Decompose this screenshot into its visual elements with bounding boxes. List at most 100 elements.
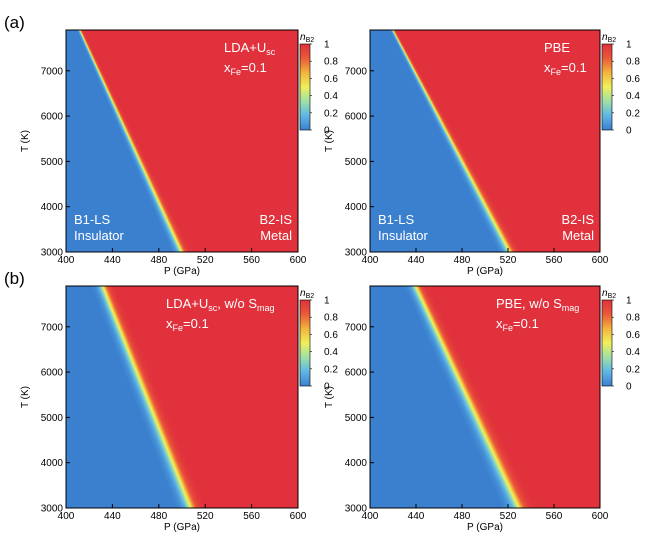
method-label-sub-a-left: sc: [266, 47, 276, 57]
x-axis-label-b-left: P (GPa): [164, 522, 200, 533]
composition-tail-a-left: =0.1: [241, 60, 267, 75]
method-label-b-left: LDA+Usc, w/o Smag: [166, 296, 275, 313]
y-tick-label-b-right: 4000: [345, 458, 368, 469]
colorbar-title-main-b-right: n: [602, 288, 608, 299]
x-tick-label-b-right: 600: [592, 511, 609, 522]
colorbar-tick-label-b-left: 0.2: [324, 364, 338, 375]
phase-right-line1-a-left: B2-IS: [259, 212, 292, 227]
colorbar-title-sub-b-right: B2: [608, 293, 617, 300]
panel-b-left: 400 440 480 520 560 600 3000 4000 5000 6000 7000 P …: [20, 285, 338, 533]
colorbar-tick-label-b-right: 0.2: [626, 364, 640, 375]
colorbar-tick-label-a-left: 0.6: [324, 74, 338, 85]
method-label-main-b-left: LDA+U: [166, 296, 208, 311]
panel-a-left: 400 440 480 520 560 600 3000 4000 5000 6000 7000 P …: [20, 29, 338, 277]
boundary-bands-a-right: [370, 30, 522, 252]
composition-sub-b-right: Fe: [503, 323, 514, 333]
y-tick-label-a-left: 3000: [41, 248, 64, 259]
y-tick-label-a-right: 7000: [345, 66, 368, 77]
y-tick-label-a-left: 4000: [41, 202, 64, 213]
colorbar-tick-label-b-left: 1: [324, 296, 330, 307]
plot-frame-a-right: [369, 29, 601, 253]
method-label-tail-b-left: , w/o S: [217, 296, 257, 311]
composition-label-b-left: xFe=0.1: [166, 316, 209, 333]
composition-label-b-right: xFe=0.1: [496, 316, 539, 333]
x-tick-label-b-right: 480: [454, 511, 471, 522]
colorbar-tick-label-a-left: 0.8: [324, 57, 338, 68]
x-tick-label-b-right: 400: [362, 511, 379, 522]
colorbar-title-b-left: nB2: [300, 288, 314, 300]
x-tick-label-b-left: 560: [243, 511, 260, 522]
composition-main-b-left: x: [166, 316, 173, 331]
composition-label-a-left: xFe=0.1: [224, 60, 267, 77]
method-label-a-left: LDA+Usc: [224, 40, 276, 57]
colorbar-title-sub-a-left: B2: [306, 37, 315, 44]
composition-sub-a-left: Fe: [231, 67, 242, 77]
colorbar-title-main-a-right: n: [602, 32, 608, 43]
colorbar-tick-label-a-left: 0.2: [324, 108, 338, 119]
colorbar-tick-label-b-left: 0.8: [324, 313, 338, 324]
y-tick-label-b-right: 5000: [345, 413, 368, 424]
row-tag-a: (a): [4, 13, 25, 32]
x-tick-label-b-left: 400: [58, 511, 75, 522]
boundary-bands-b-left: [66, 286, 206, 508]
y-tick-label-a-right: 3000: [345, 248, 368, 259]
colorbar-tick-label-a-right: 0.2: [626, 108, 640, 119]
colorbar-title-sub-a-right: B2: [608, 37, 617, 44]
x-tick-label-a-right: 560: [546, 255, 563, 266]
y-tick-label-b-right: 6000: [345, 368, 368, 379]
colorbar-title-sub-b-left: B2: [306, 293, 315, 300]
composition-sub-b-left: Fe: [173, 323, 184, 333]
y-tick-label-b-left: 6000: [41, 368, 64, 379]
y-tick-label-a-right: 6000: [345, 112, 368, 123]
panel-a-right: 400 440 480 520 560 600 3000 4000 5000 6000 7000 P …: [324, 29, 640, 277]
x-axis-label-a-right: P (GPa): [467, 266, 503, 277]
x-axis-label-a-left: P (GPa): [164, 266, 200, 277]
method-label-a-right: PBE: [544, 40, 570, 55]
phase-right-line2-a-left: Metal: [260, 228, 292, 243]
phase-right-line1-a-right: B2-IS: [561, 212, 594, 227]
colorbar-tick-label-a-left: 1: [324, 40, 330, 51]
x-axis-label-b-right: P (GPa): [467, 522, 503, 533]
row-tag-b: (b): [4, 269, 25, 288]
colorbar-b-right: [601, 299, 613, 387]
composition-tail-b-left: =0.1: [183, 316, 209, 331]
colorbar-tick-label-b-left: 0.4: [324, 347, 338, 358]
x-tick-label-a-left: 440: [104, 255, 121, 266]
y-tick-label-b-left: 5000: [41, 413, 64, 424]
y-tick-label-a-right: 5000: [345, 157, 368, 168]
x-tick-label-a-right: 440: [408, 255, 425, 266]
x-tick-label-b-left: 600: [290, 511, 307, 522]
method-label-main-b-right: PBE, w/o S: [496, 296, 562, 311]
y-axis-label-a-right: T (K): [324, 130, 335, 152]
composition-main-b-right: x: [496, 316, 503, 331]
phase-left-line2-a-right: Insulator: [378, 228, 429, 243]
y-tick-label-a-right: 4000: [345, 202, 368, 213]
method-label-sub-b-right: mag: [562, 303, 580, 313]
y-tick-label-b-left: 7000: [41, 322, 64, 333]
colorbar-title-a-right: nB2: [602, 32, 616, 44]
colorbar-tick-label-b-right: 0: [626, 382, 632, 393]
phase-right-line2-a-right: Metal: [562, 228, 594, 243]
y-tick-label-b-left: 4000: [41, 458, 64, 469]
colorbar-tick-label-b-left: 0.6: [324, 330, 338, 341]
x-tick-label-a-left: 400: [58, 255, 75, 266]
x-tick-label-b-right: 440: [408, 511, 425, 522]
colorbar-b-left: [299, 299, 311, 387]
composition-main-a-left: x: [224, 60, 231, 75]
y-tick-label-a-left: 7000: [41, 66, 64, 77]
colorbar-tick-label-b-left: 0: [324, 382, 330, 393]
x-tick-label-a-left: 560: [243, 255, 260, 266]
phase-left-line1-a-right: B1-LS: [378, 212, 414, 227]
phase-left-line2-a-left: Insulator: [74, 228, 125, 243]
colorbar-tick-label-b-right: 0.4: [626, 347, 640, 358]
x-tick-label-a-right: 480: [454, 255, 471, 266]
phase-left-line1-a-left: B1-LS: [74, 212, 110, 227]
composition-label-a-right: xFe=0.1: [544, 60, 587, 77]
y-axis-label-b-right: T (K): [324, 386, 335, 408]
method-label-main-a-right: PBE: [544, 40, 570, 55]
x-tick-label-a-left: 520: [197, 255, 214, 266]
plot-frame-a-left: [65, 29, 299, 253]
colorbar-tick-label-b-right: 1: [626, 296, 632, 307]
colorbar-tick-label-a-right: 1: [626, 40, 632, 51]
